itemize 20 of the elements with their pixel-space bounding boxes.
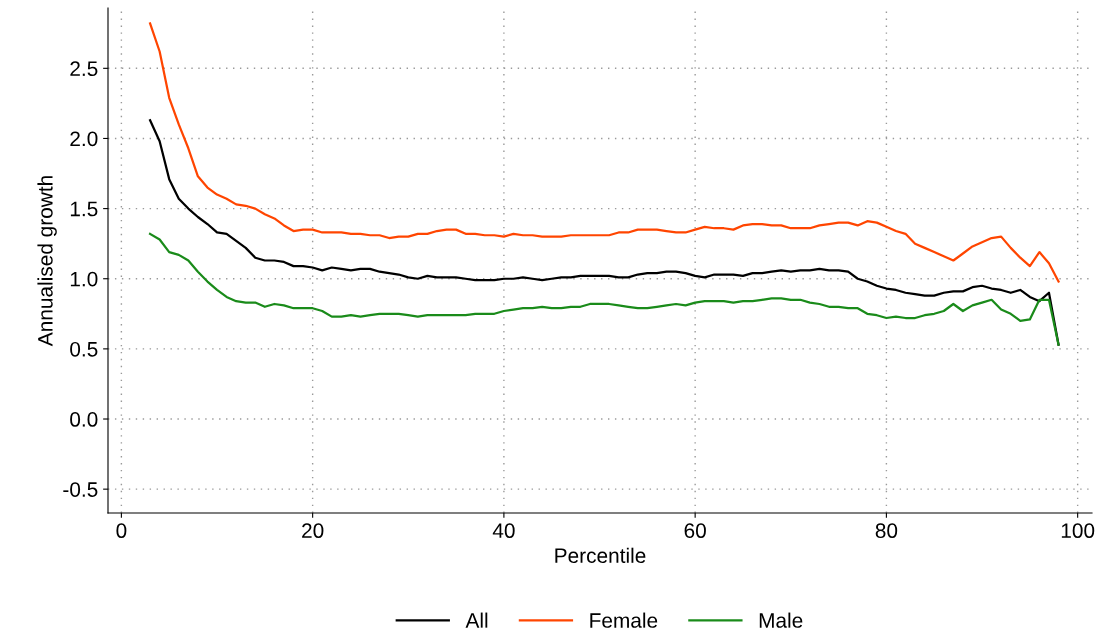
y-tick-label: 0.5	[70, 341, 98, 357]
x-tick-label: 40	[492, 523, 515, 539]
y-tick-label: 1.0	[70, 271, 98, 287]
y-tick-label: 1.5	[70, 201, 98, 217]
x-axis-title: Percentile	[555, 547, 646, 563]
y-tick-label: 2.0	[70, 131, 98, 147]
legend-label: Female	[590, 612, 658, 628]
line-series	[148, 22, 1060, 283]
y-axis-title: Annualised growth	[37, 176, 57, 347]
x-tick-label: 0	[116, 523, 127, 539]
x-tick-label: 80	[875, 523, 898, 539]
x-tick-label: 60	[684, 523, 706, 539]
y-tick-label: 2.5	[70, 61, 98, 77]
x-tick-label: 100	[1061, 523, 1095, 539]
y-tick-label: -0.5	[63, 482, 98, 497]
y-tick-label: 0.0	[70, 412, 98, 427]
legend-label: All	[465, 612, 488, 628]
legend-label: Male	[759, 612, 803, 628]
line-series	[148, 232, 1060, 346]
x-tick-label: 20	[302, 523, 324, 539]
